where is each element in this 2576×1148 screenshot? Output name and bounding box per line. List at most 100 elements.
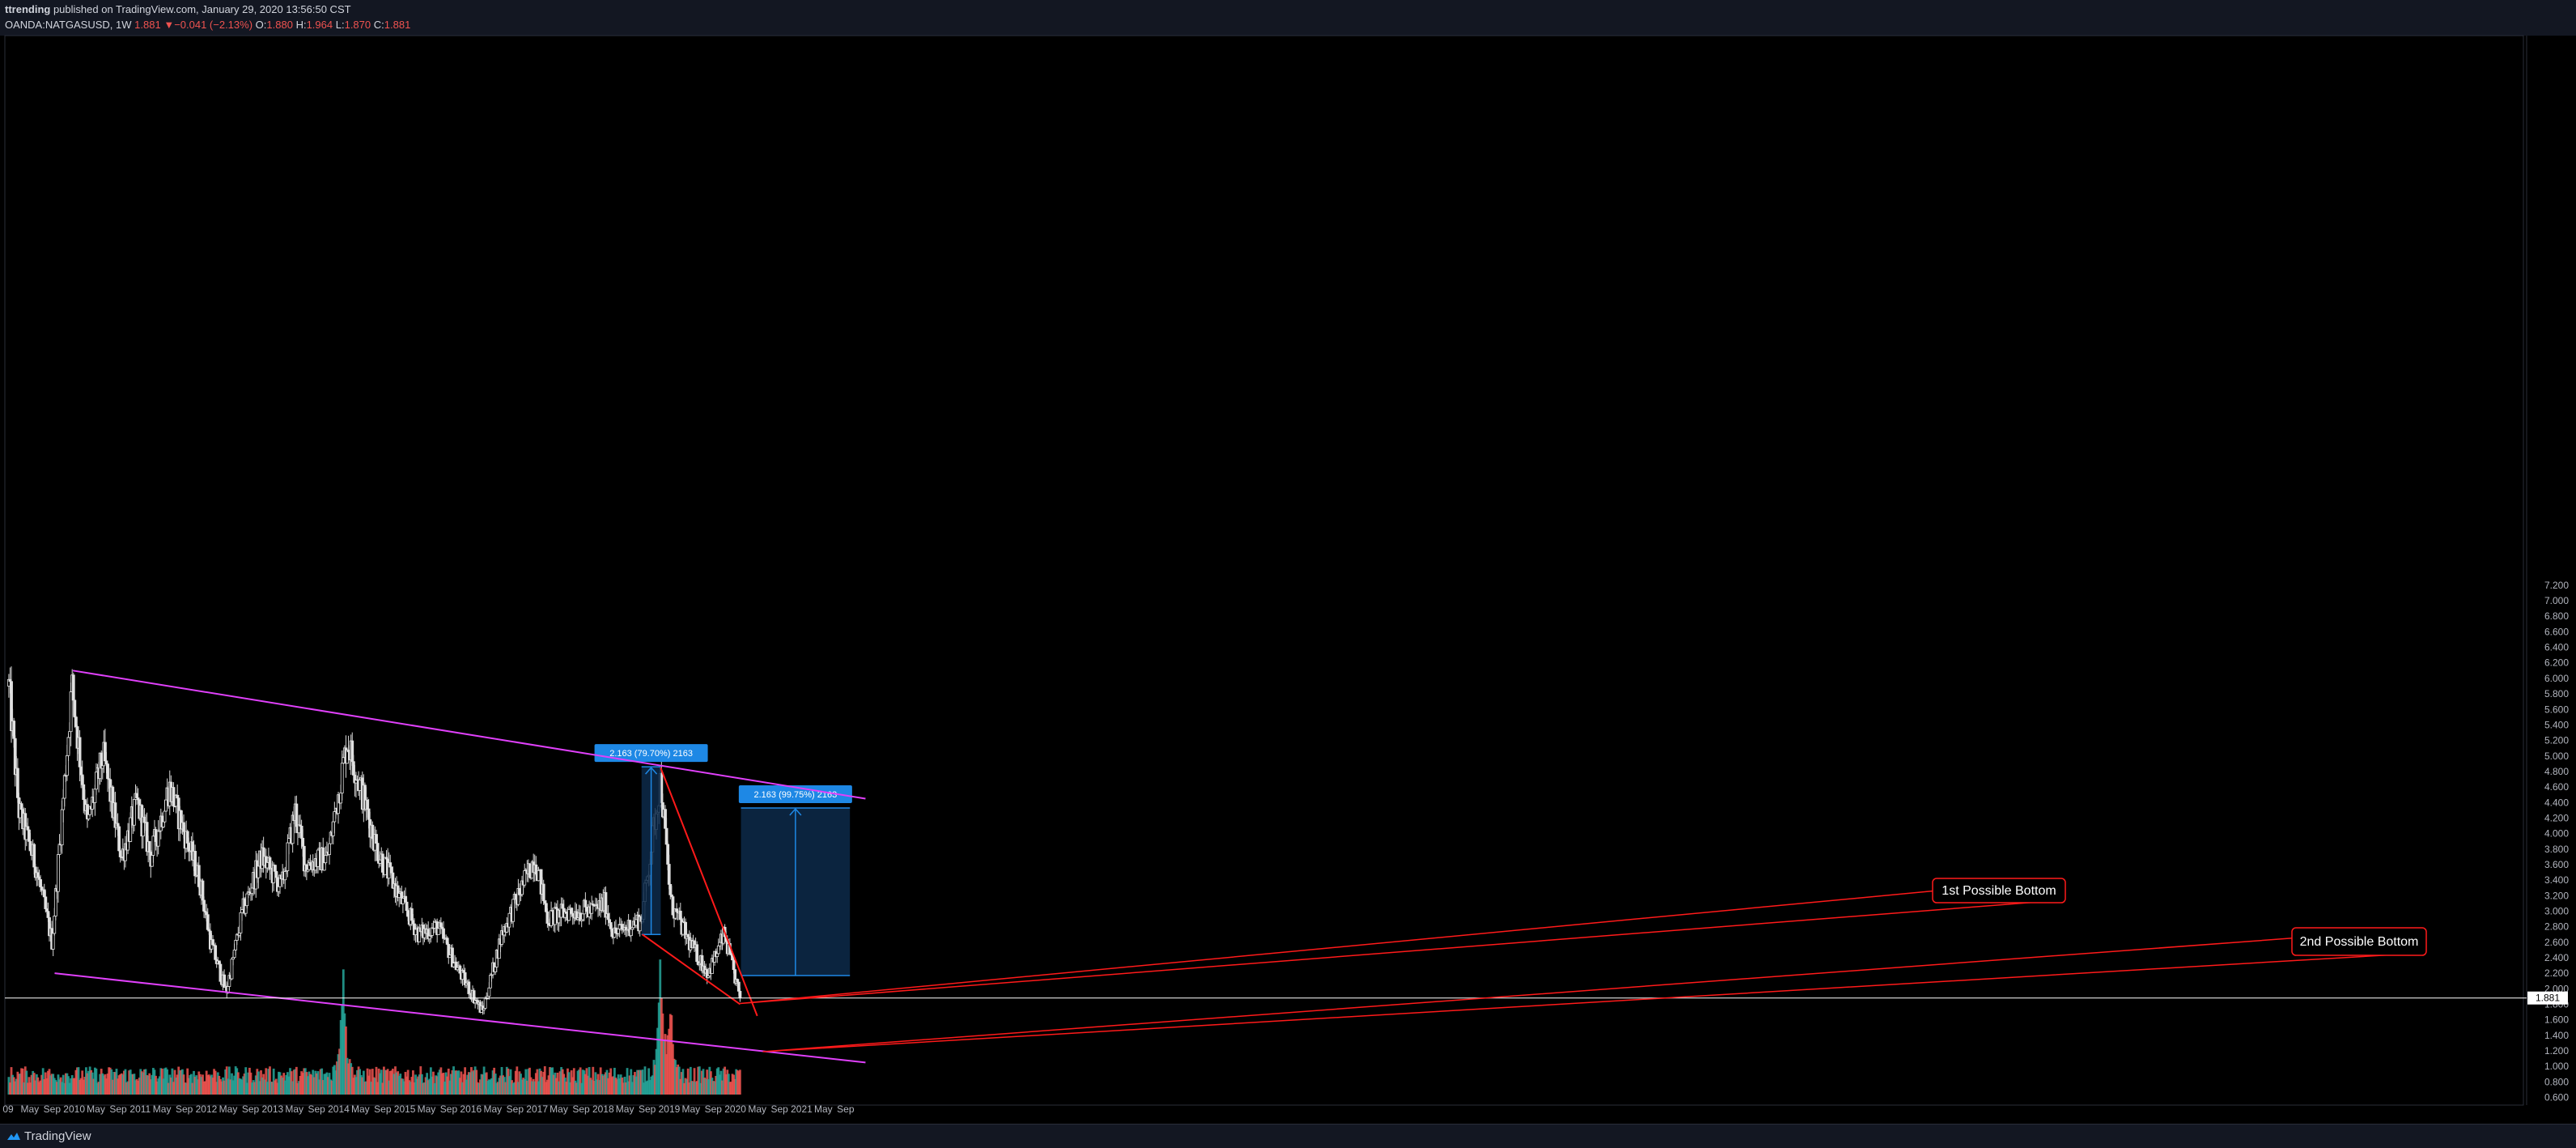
volume-bar	[247, 1072, 250, 1095]
volume-bar	[476, 1082, 479, 1095]
volume-bar	[574, 1080, 577, 1095]
volume-bar	[23, 1066, 27, 1095]
candle-body	[299, 826, 303, 839]
volume-bar	[129, 1069, 132, 1095]
volume-bar	[7, 1077, 11, 1095]
volume-bar	[178, 1070, 181, 1095]
volume-bar	[388, 1070, 392, 1095]
volume-bar	[469, 1072, 472, 1095]
wedge-upper-line[interactable]	[660, 767, 758, 1017]
volume-bar	[503, 1077, 506, 1095]
trend-channel-bottom[interactable]	[54, 972, 866, 1064]
volume-bar	[126, 1081, 129, 1095]
volume-bar	[20, 1068, 23, 1095]
volume-bar	[446, 1076, 449, 1095]
volume-bar	[138, 1078, 141, 1095]
y-tick-label: 1.400	[2544, 1030, 2569, 1041]
volume-bar	[282, 1073, 286, 1095]
volume-bar	[527, 1069, 530, 1095]
volume-bar	[487, 1079, 490, 1095]
volume-bar	[325, 1072, 329, 1095]
candle-body	[375, 834, 378, 844]
volume-bar	[139, 1069, 142, 1095]
volume-bar	[412, 1070, 414, 1095]
volume-bar	[522, 1078, 525, 1095]
volume-bar	[350, 1063, 353, 1095]
volume-bar	[301, 1073, 304, 1095]
wedge-lower-line[interactable]	[642, 933, 741, 1006]
tradingview-logo[interactable]: TradingView	[6, 1129, 91, 1143]
trend-channel-top[interactable]	[72, 670, 866, 800]
volume-bar	[639, 1069, 642, 1095]
candle-body	[268, 857, 272, 870]
volume-bar	[456, 1070, 459, 1095]
volume-bar	[90, 1069, 93, 1095]
volume-bar	[689, 1066, 692, 1095]
volume-bar	[618, 1078, 622, 1095]
x-tick-label: 2013	[261, 1103, 283, 1115]
volume-bar	[149, 1079, 152, 1095]
volume-bar	[366, 1068, 369, 1095]
annotation-box[interactable]	[1932, 878, 2066, 904]
volume-bar	[432, 1071, 435, 1095]
volume-bar	[207, 1074, 210, 1095]
candle-body	[570, 908, 574, 914]
candle-body	[211, 939, 214, 946]
volume-bar	[274, 1080, 277, 1095]
plot-area[interactable]	[4, 35, 2524, 1106]
volume-bar	[11, 1074, 14, 1095]
volume-bar	[721, 1080, 724, 1095]
volume-bar	[493, 1067, 496, 1095]
annotation-box[interactable]	[2291, 927, 2427, 956]
projection-badge[interactable]	[738, 784, 852, 803]
x-tick-label: 2014	[328, 1103, 350, 1115]
candle-body	[331, 821, 335, 836]
candle-body	[57, 854, 60, 892]
symbol-name[interactable]: OANDA:NATGASUSD, 1W	[5, 19, 132, 31]
volume-bar	[300, 1071, 303, 1095]
volume-bar	[10, 1067, 13, 1095]
y-tick-label: 2.600	[2544, 937, 2569, 948]
volume-bar	[603, 1074, 606, 1095]
publisher-user[interactable]: ttrending	[5, 3, 51, 15]
volume-bar	[347, 1063, 350, 1095]
price-chart[interactable]: 0.6000.8001.0001.2001.4001.6001.8002.000…	[0, 0, 2576, 1124]
volume-bar	[410, 1077, 414, 1095]
volume-bar	[298, 1081, 300, 1095]
volume-bar	[715, 1075, 718, 1095]
candle-body	[287, 838, 291, 844]
volume-bar	[513, 1082, 516, 1095]
x-tick-label: 2011	[129, 1103, 151, 1115]
volume-bar	[599, 1067, 602, 1095]
volume-bar	[74, 1069, 78, 1095]
volume-bar	[727, 1074, 730, 1095]
volume-bar	[592, 1081, 596, 1095]
candle-body	[445, 938, 449, 945]
candle-body	[610, 928, 614, 938]
y-tick-label: 0.600	[2544, 1092, 2569, 1103]
volume-bar	[96, 1082, 99, 1095]
candle-body	[214, 945, 218, 960]
volume-bar	[471, 1071, 474, 1095]
volume-bar	[626, 1068, 629, 1095]
volume-bar	[79, 1079, 81, 1095]
volume-bar	[499, 1075, 502, 1095]
candle-body	[620, 924, 624, 929]
volume-bar	[524, 1069, 528, 1095]
volume-bar	[428, 1078, 431, 1095]
candle-body	[32, 844, 36, 868]
projection-badge[interactable]	[594, 744, 708, 763]
high-value: 1.964	[306, 19, 333, 31]
volume-bar	[172, 1082, 175, 1095]
candle-body	[205, 912, 209, 916]
candle-body	[537, 870, 541, 882]
volume-bar	[114, 1072, 117, 1095]
volume-bar	[155, 1075, 157, 1095]
volume-bar	[40, 1074, 44, 1095]
volume-bar	[529, 1077, 533, 1095]
volume-bar	[125, 1082, 128, 1095]
volume-bar	[528, 1067, 531, 1095]
volume-bar	[120, 1073, 123, 1095]
volume-bar	[735, 1069, 738, 1095]
candle-body	[668, 883, 673, 895]
